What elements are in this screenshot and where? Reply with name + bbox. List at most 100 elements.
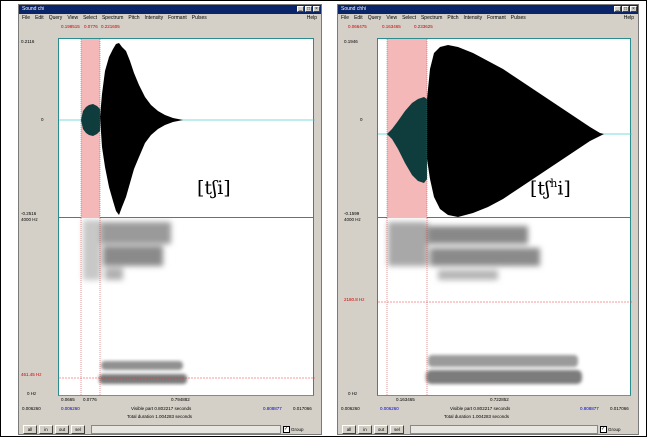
- menu-pitch[interactable]: Pitch: [447, 15, 459, 21]
- time-scrollbar[interactable]: [91, 425, 281, 434]
- visible-part-label: Visible part 0.802217 seconds: [450, 406, 511, 411]
- wave-min-label: -0.1599: [344, 211, 360, 216]
- ipa-base: [tʃ: [530, 177, 551, 200]
- menu-file[interactable]: File: [22, 15, 31, 21]
- ipa-label-chhi: [tʃhi]: [530, 177, 571, 199]
- menu-edit[interactable]: Edit: [354, 15, 363, 21]
- selection-times-bottom: 0.163465 0.722852: [340, 396, 636, 403]
- zoom-in-button[interactable]: in: [358, 425, 372, 434]
- sel-bottom-end: 0.722852: [490, 397, 509, 402]
- menu-formant[interactable]: Formant: [168, 15, 187, 21]
- menu-pitch[interactable]: Pitch: [128, 15, 140, 21]
- zoom-all-button[interactable]: all: [342, 425, 356, 434]
- total-duration-strip[interactable]: Total duration 1.004283 seconds: [340, 413, 636, 420]
- menu-query[interactable]: Query: [367, 15, 382, 21]
- sel-end-time: 0.233625: [414, 24, 433, 29]
- close-icon[interactable]: ×: [630, 6, 637, 12]
- minimize-icon[interactable]: _: [297, 6, 304, 12]
- visible-right-time: 0.808877: [263, 406, 282, 411]
- vowel-waveform: [427, 45, 604, 217]
- menu-spectrum[interactable]: Spectrum: [101, 15, 124, 21]
- spec-cursor-label: 2180.8 Hz: [344, 297, 365, 302]
- ipa-aspiration-superscript: h: [550, 177, 558, 190]
- sound-window-chhi[interactable]: Sound chhi _ □ × File Edit Query View Se…: [337, 4, 639, 435]
- group-checkbox[interactable]: ✓ Group: [600, 425, 621, 434]
- menu-formant[interactable]: Formant: [487, 15, 506, 21]
- close-icon[interactable]: ×: [313, 6, 320, 12]
- spectrogram-panel[interactable]: [58, 218, 315, 396]
- spec-max-label: 4000 Hz: [344, 217, 361, 222]
- zoom-controls: all in out sel ✓ Group: [21, 425, 319, 435]
- menu-view[interactable]: View: [67, 15, 79, 21]
- zoom-out-button[interactable]: out: [374, 425, 388, 434]
- menu-pulses[interactable]: Pulses: [191, 15, 207, 21]
- spec-min-label: 0 Hz: [348, 391, 358, 396]
- menu-intensity[interactable]: Intensity: [144, 15, 164, 21]
- time-scrollbar[interactable]: [410, 425, 598, 434]
- wave-zero-label: 0: [41, 117, 44, 122]
- maximize-icon[interactable]: □: [305, 6, 312, 12]
- menu-bar: File Edit Query View Select Spectrum Pit…: [338, 14, 638, 22]
- visible-left-outside: 0.006260: [341, 406, 360, 411]
- maximize-icon[interactable]: □: [622, 6, 629, 12]
- selection-times-top: 0.066475 0.163465 0.233625: [340, 23, 636, 30]
- total-duration-label: Total duration 1.004283 seconds: [444, 414, 510, 419]
- minimize-icon[interactable]: _: [614, 6, 621, 12]
- visible-part-strip[interactable]: 0.006260 0.006260 Visible part 0.802217 …: [21, 405, 319, 412]
- menu-spectrum[interactable]: Spectrum: [420, 15, 443, 21]
- menu-help[interactable]: Help: [623, 15, 634, 21]
- menu-select[interactable]: Select: [402, 15, 416, 21]
- selection-times-bottom: 0.0665 0.0776 0.794882: [21, 396, 319, 403]
- total-duration-strip[interactable]: Total duration 1.004283 seconds: [21, 413, 319, 420]
- wave-max-label: 0.2116: [21, 39, 35, 44]
- ipa-end: i]: [557, 177, 571, 200]
- visible-part-label: Visible part 0.802217 seconds: [131, 406, 192, 411]
- visible-left-time: 0.006260: [380, 406, 399, 411]
- spec-min-label: 0 Hz: [27, 391, 37, 396]
- spectrogram-svg: [378, 218, 632, 396]
- spectrogram-panel[interactable]: [377, 218, 632, 396]
- visible-right-time: 0.808877: [580, 406, 599, 411]
- total-duration-label: Total duration 1.004283 seconds: [127, 414, 193, 419]
- menu-file[interactable]: File: [341, 15, 350, 21]
- menu-help[interactable]: Help: [306, 15, 317, 21]
- zoom-controls: all in out sel ✓ Group: [340, 425, 636, 435]
- checkmark-icon: ✓: [283, 426, 290, 434]
- ipa-label-chi: [tʃi]: [197, 177, 231, 199]
- sel-bottom-start: 0.163465: [396, 397, 415, 402]
- group-checkbox[interactable]: ✓ Group: [283, 425, 304, 434]
- selection-times-top: 0.198515 0.0776 0.221605: [21, 23, 319, 30]
- menu-edit[interactable]: Edit: [35, 15, 44, 21]
- window-title-bar[interactable]: Sound chhi _ □ ×: [338, 5, 638, 14]
- menu-query[interactable]: Query: [48, 15, 63, 21]
- zoom-sel-button[interactable]: sel: [390, 425, 404, 434]
- sound-window-chi[interactable]: Sound chi _ □ × File Edit Query View Sel…: [18, 4, 322, 435]
- voicing-bar: [426, 355, 582, 384]
- voicing-bar: [99, 361, 187, 384]
- aspiration-energy: [388, 222, 540, 280]
- sel-duration: 0.163465: [382, 24, 401, 29]
- waveform-panel[interactable]: [58, 38, 315, 219]
- visible-part-strip[interactable]: 0.006260 0.006260 Visible part 0.802217 …: [340, 405, 636, 412]
- zoom-out-button[interactable]: out: [55, 425, 69, 434]
- menu-intensity[interactable]: Intensity: [463, 15, 483, 21]
- wave-max-label: 0.1946: [344, 39, 358, 44]
- group-label: Group: [291, 427, 304, 432]
- waveform-panel[interactable]: [377, 38, 632, 219]
- sel-start-time: 0.066475: [348, 24, 367, 29]
- spec-cursor-label: 461.45 Hz: [21, 372, 42, 377]
- sel-start-time: 0.198515: [61, 24, 80, 29]
- menu-pulses[interactable]: Pulses: [510, 15, 526, 21]
- menu-bar: File Edit Query View Select Spectrum Pit…: [19, 14, 321, 22]
- zoom-in-button[interactable]: in: [39, 425, 53, 434]
- group-label: Group: [608, 427, 621, 432]
- burst-waveform: [81, 104, 100, 136]
- window-title: Sound chi: [22, 6, 45, 12]
- waveform-svg: [59, 39, 315, 219]
- waveform-svg: [378, 39, 632, 219]
- zoom-sel-button[interactable]: sel: [71, 425, 85, 434]
- zoom-all-button[interactable]: all: [23, 425, 37, 434]
- menu-view[interactable]: View: [386, 15, 398, 21]
- menu-select[interactable]: Select: [83, 15, 97, 21]
- window-title-bar[interactable]: Sound chi _ □ ×: [19, 5, 321, 14]
